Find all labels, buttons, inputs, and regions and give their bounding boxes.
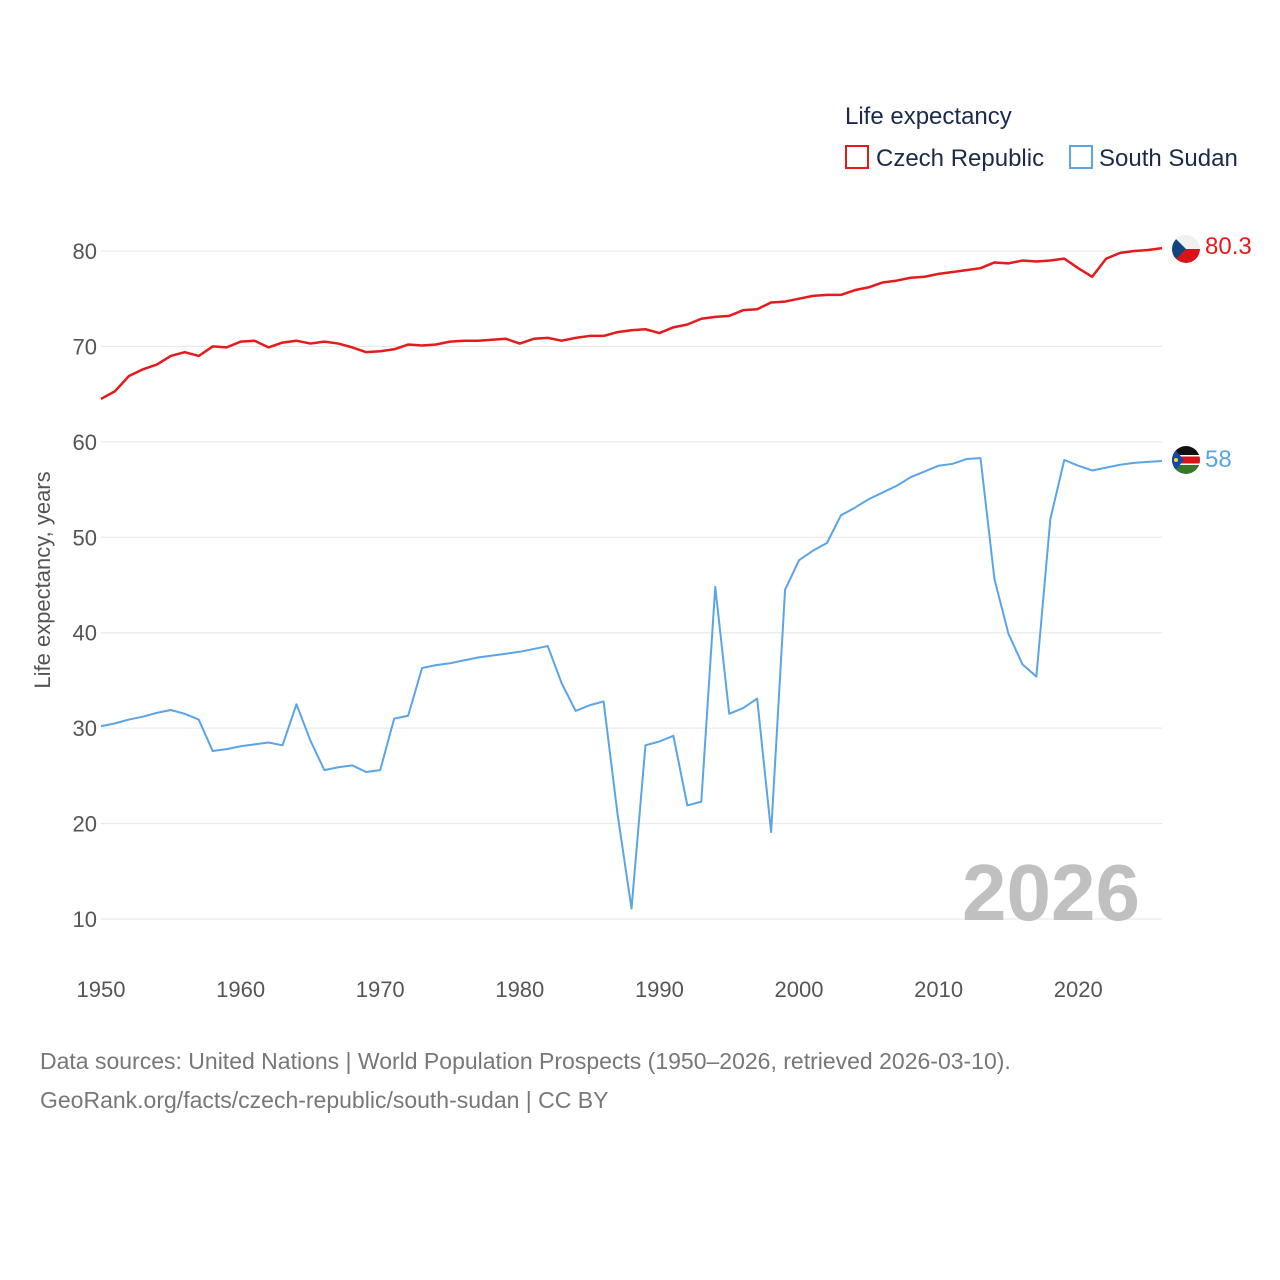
y-tick-label: 70 — [73, 334, 97, 359]
year-watermark: 2026 — [962, 848, 1140, 937]
x-tick-label: 1970 — [356, 977, 405, 1002]
x-tick-label: 1950 — [77, 977, 126, 1002]
x-tick-label: 1990 — [635, 977, 684, 1002]
source-line-1: Data sources: United Nations | World Pop… — [40, 1048, 1011, 1074]
legend-label-czech-republic: Czech Republic — [876, 145, 1044, 172]
legend-label-south-sudan: South Sudan — [1099, 145, 1238, 172]
series-line-czech-republic — [100, 246, 1163, 401]
x-tick-label: 2020 — [1054, 977, 1103, 1002]
x-axis-ticks: 1950 1960 1970 1980 1990 2000 2010 2020 — [77, 977, 1103, 1002]
south-sudan-end-value: 58 — [1205, 446, 1232, 473]
series-line-south-sudan — [100, 457, 1163, 910]
y-tick-label: 10 — [73, 907, 97, 932]
czech-republic-flag-icon — [1172, 235, 1200, 263]
legend-swatch-czech-republic — [845, 145, 869, 169]
series-lines — [100, 246, 1163, 910]
x-tick-label: 1980 — [495, 977, 544, 1002]
legend-title: Life expectancy — [845, 103, 1012, 130]
source-note: Data sources: United Nations | World Pop… — [40, 1042, 1011, 1120]
y-tick-label: 20 — [73, 812, 97, 837]
legend: Life expectancy Czech Republic South Sud… — [845, 103, 1238, 172]
x-tick-label: 2010 — [914, 977, 963, 1002]
y-axis-ticks: 10 20 30 40 50 60 70 80 — [73, 239, 97, 932]
y-axis-label: Life expectancy, years — [30, 471, 55, 688]
x-tick-label: 2000 — [775, 977, 824, 1002]
y-tick-label: 80 — [73, 239, 97, 264]
x-tick-label: 1960 — [216, 977, 265, 1002]
y-tick-label: 30 — [73, 716, 97, 741]
legend-swatch-south-sudan — [1069, 145, 1093, 169]
gridlines — [101, 250, 1162, 920]
y-tick-label: 40 — [73, 621, 97, 646]
source-line-2: GeoRank.org/facts/czech-republic/south-s… — [40, 1087, 609, 1113]
south-sudan-flag-icon — [1172, 446, 1200, 474]
y-tick-label: 50 — [73, 525, 97, 550]
y-tick-label: 60 — [73, 430, 97, 455]
czech-republic-end-value: 80.3 — [1205, 233, 1252, 260]
